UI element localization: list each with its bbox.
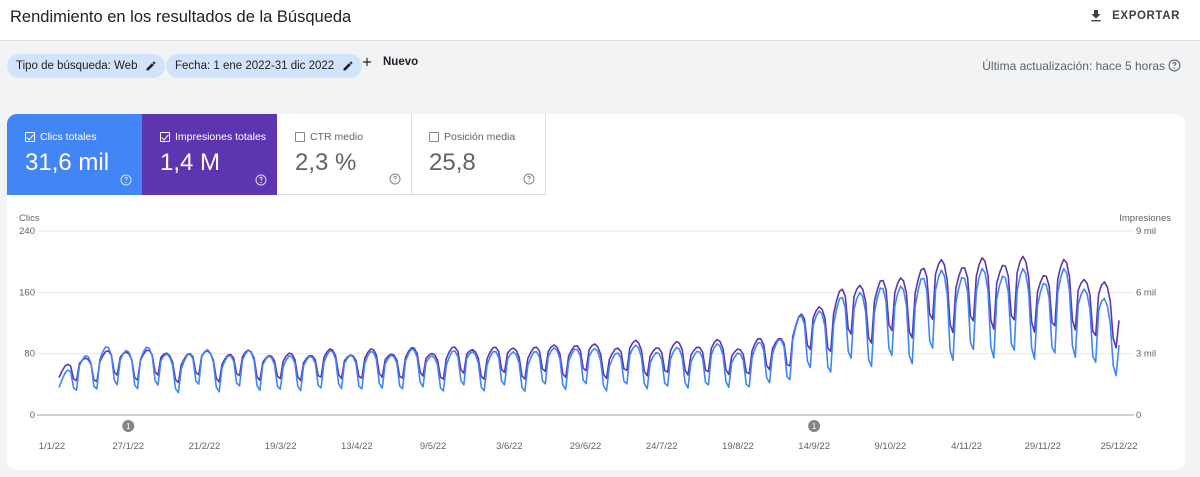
- right-axis-label: Impresiones: [1119, 213, 1171, 224]
- pencil-icon[interactable]: [342, 60, 354, 72]
- x-tick-label: 9/10/22: [875, 441, 907, 452]
- metric-total-impressions[interactable]: Impresiones totales 1,4 M: [142, 114, 277, 195]
- search-type-label: Tipo de búsqueda: Web: [16, 60, 138, 72]
- page-title: Rendimiento en los resultados de la Búsq…: [10, 8, 352, 26]
- date-chip[interactable]: Fecha: 1 ene 2022-31 dic 2022: [166, 54, 363, 78]
- left-axis-label: Clics: [19, 213, 40, 224]
- last-update-text: Última actualización: hace 5 horas: [982, 59, 1165, 73]
- export-label: EXPORTAR: [1112, 10, 1180, 22]
- metric-label: Impresiones totales: [175, 131, 267, 143]
- x-tick-label: 25/12/22: [1101, 441, 1138, 452]
- help-icon[interactable]: [1168, 59, 1181, 72]
- filter-bar: Tipo de búsqueda: Web Fecha: 1 ene 2022-…: [0, 41, 1200, 103]
- help-icon[interactable]: [255, 174, 267, 186]
- annotation-marker: [122, 420, 135, 432]
- performance-chart[interactable]: 240 9 mil 160 6 mil 80 3 mil 0 0 Clics Impresione…: [7, 114, 1185, 470]
- help-icon[interactable]: [523, 173, 535, 185]
- new-filter-label: Nuevo: [383, 56, 419, 68]
- left-tick-label: 240: [19, 226, 35, 237]
- metric-label: Clics totales: [40, 131, 97, 143]
- left-tick-label: 160: [19, 287, 35, 298]
- x-tick-label: 29/6/22: [570, 441, 602, 452]
- right-tick-label: 6 mil: [1136, 287, 1156, 298]
- annotation-label: 1: [812, 422, 817, 431]
- x-tick-label: 29/11/22: [1025, 441, 1061, 452]
- metric-value: 25,8: [429, 149, 476, 176]
- x-tick-label: 24/7/22: [646, 441, 678, 452]
- x-tick-label: 27/1/22: [112, 441, 144, 452]
- left-tick-label: 0: [30, 410, 35, 421]
- checkbox-unchecked-icon[interactable]: [429, 132, 439, 142]
- checkbox-checked-icon[interactable]: [25, 132, 35, 142]
- metric-average-ctr[interactable]: CTR medio 2,3 %: [277, 114, 412, 195]
- right-tick-label: 9 mil: [1136, 226, 1156, 237]
- metric-value: 1,4 M: [160, 149, 221, 176]
- x-tick-label: 13/4/22: [341, 441, 373, 452]
- x-tick-label: 19/3/22: [265, 441, 297, 452]
- right-tick-label: 3 mil: [1136, 349, 1156, 360]
- annotation-marker: [808, 420, 821, 432]
- x-tick-label: 19/8/22: [722, 441, 754, 452]
- x-tick-label: 9/5/22: [420, 441, 446, 452]
- x-tick-label: 3/6/22: [496, 441, 522, 452]
- metric-label: CTR medio: [310, 131, 364, 143]
- date-label: Fecha: 1 ene 2022-31 dic 2022: [175, 60, 335, 72]
- checkbox-unchecked-icon[interactable]: [295, 132, 305, 142]
- metric-label: Posición media: [444, 131, 516, 143]
- export-button[interactable]: EXPORTAR: [1088, 8, 1180, 24]
- metric-value: 31,6 mil: [25, 149, 110, 176]
- x-tick-label: 4/11/22: [951, 441, 982, 452]
- clicks-series-line: [58, 267, 1120, 394]
- annotation-label: 1: [126, 422, 131, 431]
- metric-total-clicks[interactable]: Clics totales 31,6 mil: [7, 114, 142, 195]
- x-tick-label: 14/9/22: [798, 441, 830, 452]
- x-tick-label: 1/1/22: [39, 441, 65, 452]
- metric-average-position[interactable]: Posición media 25,8: [411, 114, 546, 195]
- metric-value: 2,3 %: [295, 149, 357, 176]
- help-icon[interactable]: [389, 173, 401, 185]
- download-icon: [1091, 10, 1101, 22]
- x-tick-label: 21/2/22: [189, 441, 221, 452]
- checkbox-checked-icon[interactable]: [160, 132, 170, 142]
- help-icon[interactable]: [120, 174, 132, 186]
- performance-card: Clics totales 31,6 mil Impresiones total…: [7, 114, 1185, 470]
- left-tick-label: 80: [24, 349, 35, 360]
- top-bar: Rendimiento en los resultados de la Búsq…: [0, 0, 1200, 41]
- impressions-series-line: [58, 255, 1120, 384]
- right-tick-label: 0: [1136, 410, 1141, 421]
- new-filter-button[interactable]: Nuevo: [360, 55, 418, 69]
- plus-icon: [362, 57, 372, 67]
- pencil-icon[interactable]: [145, 60, 157, 72]
- search-type-chip[interactable]: Tipo de búsqueda: Web: [7, 54, 166, 78]
